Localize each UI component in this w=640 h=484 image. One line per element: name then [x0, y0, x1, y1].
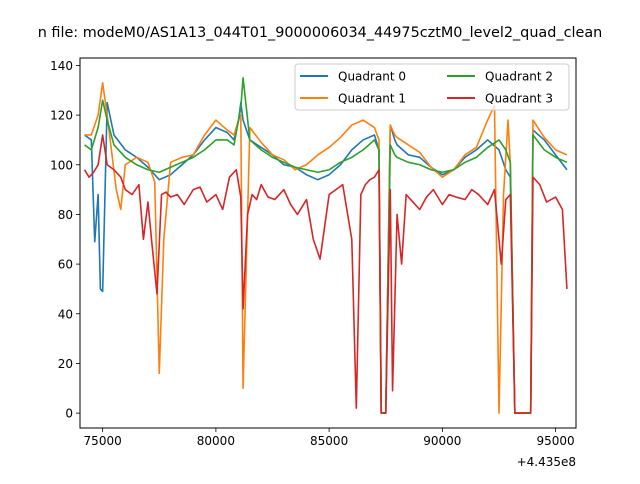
y-tick-label: 20 — [58, 357, 73, 371]
x-tick-label: 80000 — [197, 434, 235, 448]
plot-area — [79, 57, 577, 429]
series-line-0 — [84, 101, 568, 414]
legend-label-3: Quadrant 3 — [485, 92, 553, 106]
x-tick-label: 95000 — [537, 434, 575, 448]
legend-label-1: Quadrant 1 — [338, 92, 406, 106]
x-axis: 75000 80000 85000 90000 95000 — [84, 428, 575, 448]
y-tick-label: 80 — [58, 208, 73, 222]
y-axis: 0 20 40 60 80 100 120 140 — [50, 59, 80, 421]
y-tick-label: 120 — [50, 109, 73, 123]
x-tick-label: 85000 — [310, 434, 348, 448]
x-tick-label: 75000 — [84, 434, 122, 448]
series-line-1 — [84, 82, 568, 414]
series-line-2 — [84, 77, 568, 414]
y-tick-label: 140 — [50, 59, 73, 73]
legend: Quadrant 0 Quadrant 1 Quadrant 2 Quadrant 3 — [294, 63, 570, 111]
chart-title: n file: modeM0/AS1A13_044T01_9000006034_… — [38, 25, 603, 41]
series-line-3 — [83, 134, 568, 414]
y-tick-label: 60 — [58, 258, 73, 272]
legend-label-0: Quadrant 0 — [338, 70, 406, 84]
x-axis-offset-label: +4.435e8 — [517, 455, 576, 469]
y-tick-label: 100 — [50, 158, 73, 172]
legend-frame — [294, 63, 570, 111]
plot-frame — [79, 57, 577, 429]
x-tick-label: 90000 — [423, 434, 461, 448]
series-layer — [83, 77, 568, 414]
legend-label-2: Quadrant 2 — [485, 70, 553, 84]
y-tick-label: 40 — [58, 307, 73, 321]
y-tick-label: 0 — [65, 407, 73, 421]
